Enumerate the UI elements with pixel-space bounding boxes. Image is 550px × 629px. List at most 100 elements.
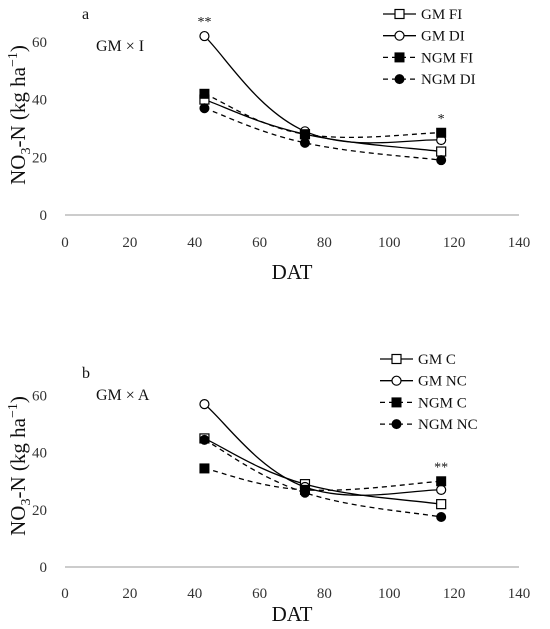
- x-tick-label: 60: [252, 235, 267, 251]
- x-tick-label: 40: [187, 586, 202, 602]
- legend-marker: [394, 74, 405, 85]
- data-point: [436, 484, 447, 495]
- y-axis-title-part: NO: [6, 155, 30, 185]
- series-gm-fi: [199, 94, 447, 157]
- series-line: [203, 35, 442, 144]
- y-axis-title-part: 3: [19, 499, 34, 506]
- significance-annotation: **: [197, 15, 211, 30]
- y-tick-label: 0: [40, 208, 48, 224]
- legend-label: GM NC: [418, 374, 467, 390]
- data-point: [436, 512, 447, 522]
- legend-marker: [391, 397, 402, 408]
- y-tick-label: 60: [32, 35, 47, 51]
- x-tick-label: 40: [187, 235, 202, 251]
- y-axis-title-part: 3: [19, 148, 34, 155]
- x-tick-label: 0: [61, 586, 69, 602]
- legend-label: NGM C: [418, 395, 467, 411]
- legend-entry: GM FI: [383, 7, 462, 23]
- series-line: [204, 437, 442, 505]
- legend-marker: [394, 8, 405, 20]
- y-axis-title-part: NO: [6, 506, 30, 536]
- data-point: [199, 88, 210, 99]
- panel-letter: b: [82, 365, 90, 382]
- x-tick-label: 80: [317, 235, 332, 251]
- x-tick-label: 80: [317, 586, 332, 602]
- data-point: [436, 155, 447, 166]
- legend-label: GM C: [418, 352, 456, 368]
- y-tick-label: 0: [40, 560, 48, 576]
- series-line: [204, 467, 442, 491]
- legend-label: NGM FI: [421, 50, 473, 66]
- panel-label: GM × I: [96, 38, 144, 55]
- x-tick-label: 60: [252, 586, 267, 602]
- y-axis-title: NO3-N (kg ha−1): [6, 396, 34, 536]
- data-point: [436, 499, 447, 510]
- data-point: [199, 463, 210, 474]
- data-point: [299, 487, 310, 498]
- x-tick-label: 120: [443, 586, 466, 602]
- series-ngm-di: [199, 103, 447, 166]
- chart-panel-b: 0 20 40 60 80 100 120 140 0 20 40 60 DAT NO3-N (kg ha…: [6, 352, 530, 626]
- series-line: [204, 439, 442, 518]
- data-point: [199, 434, 210, 445]
- x-tick-label: 0: [61, 235, 69, 251]
- x-tick-label: 140: [508, 235, 531, 251]
- series-ngm-fi: [199, 88, 447, 140]
- y-tick-label: 20: [32, 503, 47, 519]
- series-line: [204, 107, 442, 161]
- legend-label: GM DI: [421, 29, 465, 45]
- x-tick-label: 20: [122, 235, 137, 251]
- legend-marker: [391, 353, 402, 365]
- series-gm-nc: [199, 399, 447, 496]
- x-tick-label: 100: [378, 235, 401, 251]
- data-point: [199, 399, 210, 410]
- series-gm-c: [199, 433, 447, 510]
- legend-entry: GM DI: [383, 29, 465, 45]
- y-tick-label: 20: [32, 150, 47, 166]
- legend-entry: NGM FI: [383, 50, 473, 66]
- significance-annotation: **: [434, 460, 448, 475]
- legend-marker: [391, 419, 402, 430]
- data-point: [199, 103, 210, 114]
- y-axis-title-part: -N (kg ha: [6, 66, 30, 147]
- x-tick-label: 120: [443, 235, 466, 251]
- legend-entry: NGM C: [380, 395, 467, 411]
- data-point: [299, 129, 310, 140]
- legend-marker: [391, 375, 402, 386]
- x-tick-label: 20: [122, 586, 137, 602]
- panel-label: GM × A: [96, 387, 150, 404]
- y-tick-label: 40: [32, 446, 47, 462]
- y-tick-label: 60: [32, 389, 47, 405]
- series-line: [204, 403, 442, 496]
- data-point: [299, 137, 310, 148]
- data-point: [436, 127, 447, 138]
- series-line: [204, 93, 442, 139]
- series-line: [204, 98, 442, 153]
- series-gm-di: [199, 30, 447, 146]
- chart-panel-a: 0 20 40 60 80 100 120 140 0 20 40 60 DAT NO3-N (kg ha…: [6, 6, 530, 284]
- y-axis-title-part: -N (kg ha: [6, 417, 30, 498]
- y-tick-label: 40: [32, 93, 47, 109]
- legend-entry: NGM NC: [380, 417, 478, 433]
- y-axis-title: NO3-N (kg ha−1): [6, 45, 34, 185]
- x-axis-title: DAT: [272, 260, 313, 284]
- series-ngm-c: [199, 463, 447, 495]
- y-axis-title-part: −1: [6, 52, 21, 67]
- legend-marker: [394, 52, 405, 63]
- x-axis-title: DAT: [272, 602, 313, 626]
- x-tick-label: 100: [378, 586, 401, 602]
- legend-entry: NGM DI: [383, 72, 476, 88]
- data-point: [436, 146, 447, 157]
- data-point: [199, 30, 210, 42]
- legend-entry: GM C: [380, 352, 456, 368]
- legend-label: GM FI: [421, 7, 462, 23]
- legend-marker: [394, 30, 405, 41]
- significance-annotation: *: [438, 112, 445, 127]
- series-ngm-nc: [199, 434, 447, 522]
- legend-label: NGM NC: [418, 417, 478, 433]
- y-axis-title-part: ): [6, 396, 30, 403]
- legend-entry: GM NC: [380, 374, 467, 390]
- y-axis-title-part: ): [6, 45, 30, 52]
- panel-letter: a: [82, 6, 89, 23]
